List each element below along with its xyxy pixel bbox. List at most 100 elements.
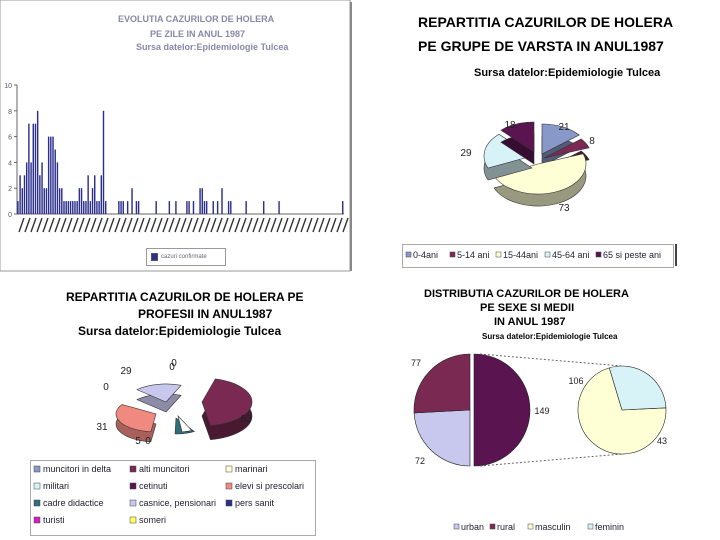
sex-label-total: 149 (534, 406, 549, 416)
prof-label-elevi: 31 (96, 422, 108, 433)
prof-legend-label: alti muncitori (139, 464, 190, 474)
sex-legend-swatch (527, 523, 534, 530)
prof-slice-marinari (177, 414, 193, 433)
sex-env-pie: 77 149 72 106 43 urban rural masculin feminin (411, 353, 667, 532)
daily-case-bar (19, 175, 21, 214)
date-tick-label (90, 217, 97, 233)
sex-legend-label: feminin (595, 522, 624, 532)
prof-label-casnice: 5 (135, 436, 141, 447)
daily-case-bar (50, 136, 52, 214)
prof-label-cetinuti: 83 (240, 414, 252, 425)
date-tick-label (60, 217, 67, 233)
bar-y-tick-label: 2 (8, 186, 12, 193)
prof-label-b: 0 (171, 358, 177, 369)
daily-case-bar (54, 149, 56, 214)
date-tick-label (78, 217, 85, 233)
age-legend (402, 244, 674, 268)
sex-pie-rural-total (473, 353, 531, 467)
date-tick-label (252, 217, 259, 233)
daily-case-bar (186, 201, 188, 214)
date-tick-label (126, 217, 133, 233)
prof-slice-cetinuti (201, 378, 253, 426)
sex-chart-title: DISTRIBUTIA CAZURILOR DE HOLERA (424, 288, 629, 300)
date-tick-label (324, 217, 331, 233)
date-tick-label (216, 217, 223, 233)
daily-case-bar (94, 175, 96, 214)
date-tick-label (144, 217, 151, 233)
date-tick-label (132, 217, 139, 233)
age-pie-slice (543, 138, 590, 159)
date-tick-label (24, 217, 31, 233)
age-label-65plus: 18 (504, 120, 516, 131)
prof-legend-label: cadre didactice (43, 498, 104, 508)
date-tick-label (72, 217, 79, 233)
bar-chart-title: EVOLUTIA CAZURILOR DE HOLERA (118, 14, 275, 24)
date-tick-label (96, 217, 103, 233)
daily-case-bar (216, 201, 219, 214)
sex-chart-source: Sursa datelor:Epidemiologie Tulcea (482, 332, 618, 341)
prof-legend-swatch (33, 499, 41, 507)
age-legend-swatch (405, 251, 412, 258)
sex-legend-label: masculin (535, 522, 571, 532)
age-label-45-64: 29 (460, 148, 472, 159)
date-tick-label (234, 217, 241, 233)
date-tick-label (264, 217, 271, 233)
sex-legend-label: urban (461, 522, 484, 532)
prof-label-c: 0 (103, 382, 109, 393)
date-tick-label (30, 217, 37, 233)
date-tick-label (180, 217, 187, 233)
daily-case-bar (23, 175, 26, 214)
bar-y-tick-label: 6 (8, 135, 12, 142)
daily-case-bar (168, 201, 171, 214)
daily-case-bar (135, 201, 138, 214)
prof-legend-label: pers sanit (235, 498, 275, 508)
prof-legend-label: marinari (235, 464, 268, 474)
daily-case-bar (118, 201, 120, 214)
daily-case-bar (122, 201, 124, 214)
age-chart-title: REPARTITIA CAZURILOR DE HOLERA (418, 14, 674, 30)
date-tick-label (42, 217, 49, 233)
age-legend-swatch (595, 251, 602, 258)
age-legend-label: 5-14 ani (457, 250, 490, 260)
daily-case-bar (45, 188, 48, 214)
sex-env-panel: DISTRIBUTIA CAZURILOR DE HOLERA PE SEXE … (400, 280, 720, 540)
daily-case-bar (52, 136, 54, 214)
daily-case-bar (262, 201, 265, 214)
daily-case-bar (80, 188, 83, 214)
prof-legend-swatch (33, 482, 41, 490)
age-label-5-14: 8 (589, 136, 595, 147)
date-tick-label (18, 217, 25, 233)
age-legend-swatch (544, 251, 551, 258)
date-tick-label (312, 217, 319, 233)
sex-pie-urban (413, 409, 471, 467)
daily-case-bar (30, 162, 32, 214)
daily-case-bar (155, 201, 157, 214)
date-tick-label (258, 217, 265, 233)
bar-legend: cazuri confirmate (146, 248, 226, 266)
date-tick-label (306, 217, 313, 233)
prof-legend-swatch (225, 499, 233, 507)
prof-legend-swatch (129, 465, 137, 473)
sex-label-masculin: 106 (568, 376, 583, 386)
professions-panel: REPARTITIA CAZURILOR DE HOLERA PE PROFES… (28, 282, 348, 540)
date-tick-label (240, 217, 247, 233)
date-tick-label (342, 217, 349, 233)
sex-legend-swatch (587, 523, 594, 530)
prof-chart-source: Sursa datelor:Epidemiologie Tulcea (78, 324, 282, 338)
date-tick-label (198, 217, 205, 233)
age-pie-slice (541, 123, 580, 155)
age-chart-subtitle: PE GRUPE DE VARSTA IN ANUL1987 (418, 38, 664, 54)
age-chart-source: Sursa datelor:Epidemiologie Tulcea (474, 67, 661, 79)
sex-label-rural: 77 (411, 358, 421, 368)
date-tick-label (36, 217, 43, 233)
bar-y-tick-label: 8 (8, 109, 12, 116)
daily-case-bar (227, 201, 230, 214)
sex-chart-subtitle: PE SEXE SI MEDII (480, 302, 575, 314)
prof-label-d: 0 (145, 436, 151, 447)
prof-label-a: 0 (169, 362, 175, 373)
daily-case-bar (192, 201, 195, 214)
date-tick-label (138, 217, 145, 233)
sex-label-feminin: 43 (657, 436, 667, 446)
bar-chart-subtitle: PE ZILE IN ANUL 1987 (150, 29, 246, 39)
date-tick-label (288, 217, 295, 233)
